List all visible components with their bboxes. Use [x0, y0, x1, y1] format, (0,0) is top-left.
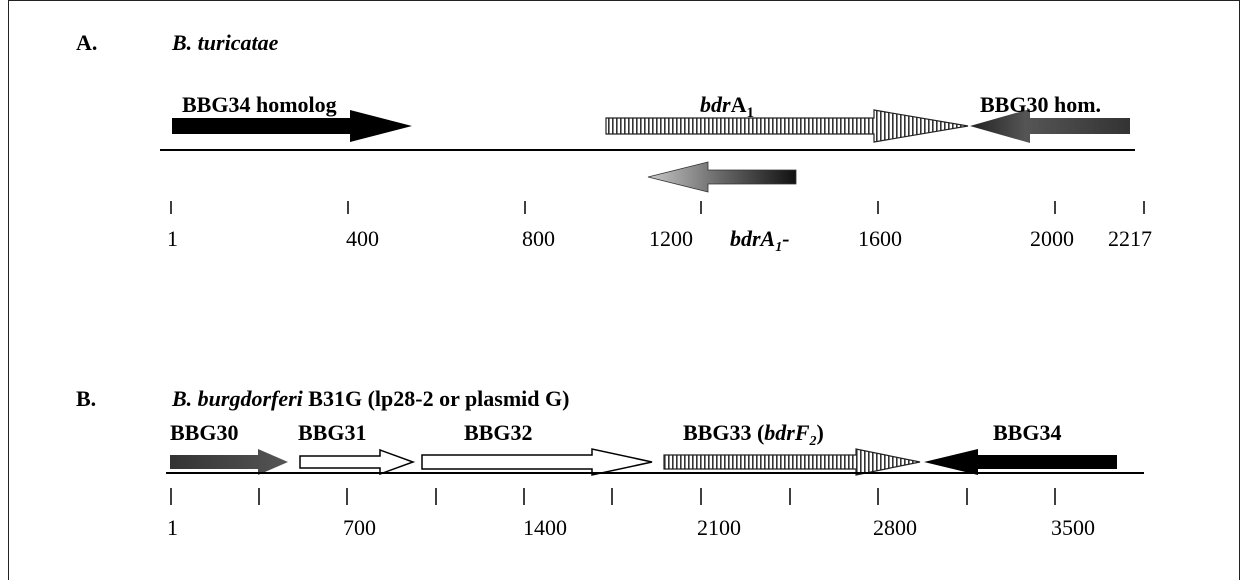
- gene-label-bbg31: BBG31: [298, 420, 366, 445]
- gene-arrow-bbg31: [299, 448, 416, 476]
- scale-label: 700: [343, 515, 376, 540]
- gene-arrow-bbg30: [170, 449, 288, 475]
- scale-label: 1: [167, 515, 178, 540]
- gene-arrow-bdra1: [605, 109, 969, 143]
- probe-label-sub: 1: [775, 240, 782, 255]
- gene-arrow-bbg33: [663, 448, 921, 476]
- probe-label-bdra1: bdrA1-: [730, 226, 790, 255]
- gene-label-bbg30-hom: BBG30 hom.: [980, 92, 1101, 117]
- gene-label-bdra1-sub: 1: [746, 105, 754, 121]
- panel-b: B. B. burgdorferi B31G (lp28-2 or plasmi…: [76, 386, 1144, 540]
- figure-frame: [8, 0, 1240, 580]
- scale-label: 800: [522, 226, 555, 251]
- gene-label-bdra1-main: A: [731, 92, 747, 117]
- gene-label-bbg33-sub: 2: [809, 434, 817, 449]
- gene-arrow-bbg34: [924, 449, 1117, 475]
- gene-label-bdra1: bdrA1: [700, 92, 754, 121]
- gene-label-bbg34-homolog: BBG34 homolog: [182, 92, 337, 117]
- scale-label: 1600: [858, 226, 902, 251]
- panel-b-organism-italic: B. burgdorferi: [171, 386, 304, 411]
- panel-a-scale-ticks: [170, 201, 1145, 214]
- panel-b-scale-labels: 1 700 1400 2100 2800 3500: [167, 515, 1095, 540]
- gene-arrow-bbg34-homolog: [172, 110, 412, 142]
- probe-arrow-bdra1: [647, 161, 797, 193]
- panel-a: A. B. turicatae BBG34 homolog bdrA1 BBG3…: [76, 30, 1152, 255]
- scale-label: 2100: [697, 515, 741, 540]
- gene-label-bbg34: BBG34: [993, 420, 1061, 445]
- scale-label: 1: [167, 226, 178, 251]
- scale-label: 400: [346, 226, 379, 251]
- gene-label-bbg33-prefix: BBG33 (: [683, 420, 764, 445]
- gene-label-bbg32: BBG32: [464, 420, 532, 445]
- gene-label-bbg33-suffix: ): [817, 420, 824, 445]
- gene-arrow-bbg30-hom: [970, 109, 1130, 143]
- gene-label-bbg33: BBG33 (bdrF2): [683, 420, 824, 449]
- gene-label-bbg30: BBG30: [170, 420, 238, 445]
- scale-label: 3500: [1051, 515, 1095, 540]
- panel-a-scale-labels: 1 400 800 1200 1600 2000 2217: [167, 226, 1152, 251]
- gene-label-bbg33-italic: bdrF: [764, 420, 810, 445]
- probe-label-suffix: -: [782, 226, 789, 251]
- panel-b-letter: B.: [76, 386, 96, 411]
- scale-label: 2217: [1108, 226, 1152, 251]
- panel-a-organism: B. turicatae: [171, 30, 279, 55]
- scale-label: 1200: [649, 226, 693, 251]
- panel-b-scale-ticks: [170, 488, 1056, 505]
- panel-a-letter: A.: [76, 30, 97, 55]
- scale-label: 2000: [1030, 226, 1074, 251]
- gene-arrow-bbg32: [421, 448, 653, 476]
- scale-label: 2800: [873, 515, 917, 540]
- panel-b-organism-rest: B31G (lp28-2 or plasmid G): [303, 386, 570, 411]
- scale-label: 1400: [523, 515, 567, 540]
- gene-label-bdra1-prefix: bdr: [700, 92, 731, 117]
- panel-b-organism: B. burgdorferi B31G (lp28-2 or plasmid G…: [171, 386, 569, 411]
- probe-label-main: bdrA: [730, 226, 775, 251]
